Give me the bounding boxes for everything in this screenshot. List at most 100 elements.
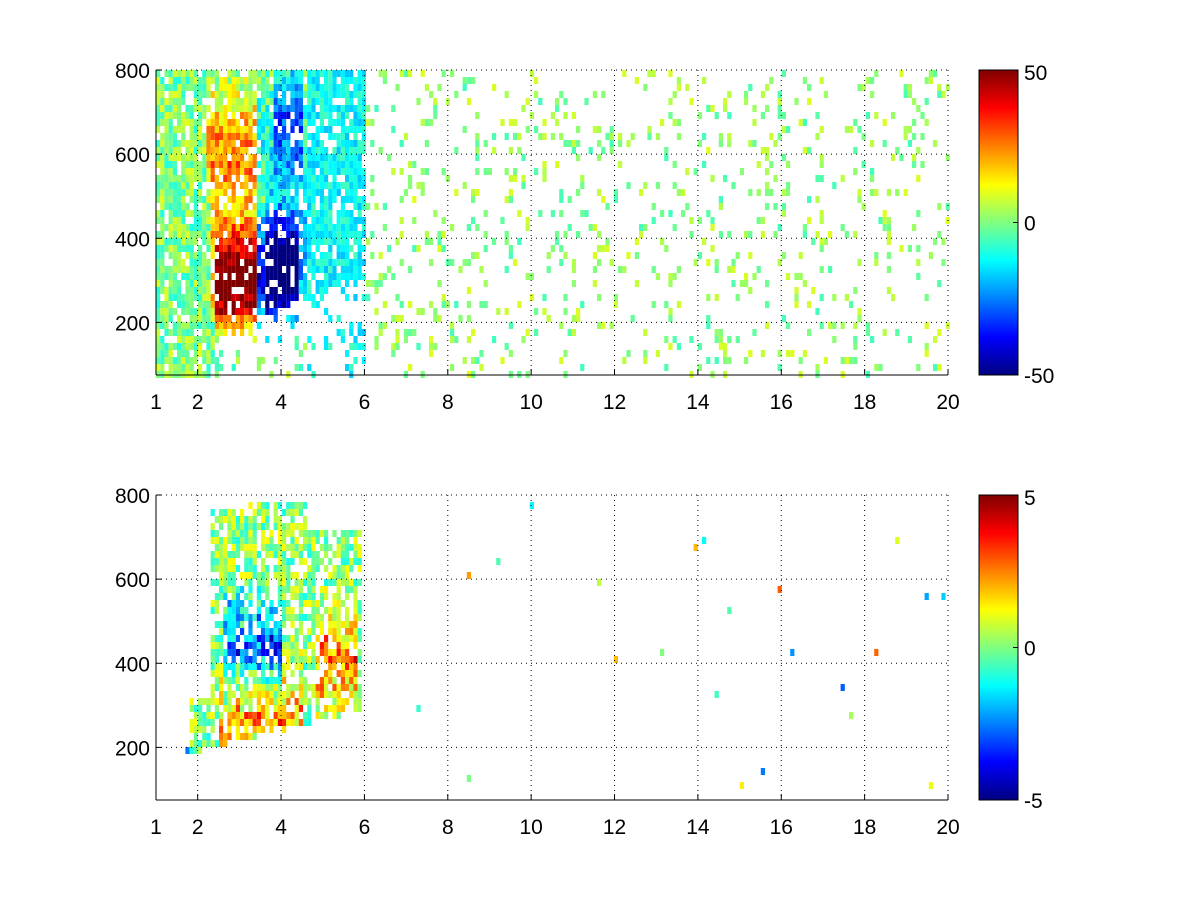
- heatmap-cell: [206, 705, 211, 712]
- heatmap-cell: [265, 684, 270, 691]
- heatmap-cell: [177, 126, 182, 133]
- heatmap-cell: [324, 684, 329, 691]
- heatmap-cell: [240, 203, 245, 210]
- heatmap-cell: [819, 77, 824, 84]
- heatmap-cell: [198, 84, 203, 91]
- heatmap-cell: [319, 161, 324, 168]
- heatmap-cell: [416, 182, 421, 189]
- heatmap-cell: [177, 238, 182, 245]
- heatmap-cell: [802, 350, 807, 357]
- heatmap-cell: [202, 112, 207, 119]
- heatmap-cell: [832, 294, 837, 301]
- heatmap-cell: [315, 635, 320, 642]
- heatmap-cell: [231, 544, 236, 551]
- heatmap-cell: [181, 336, 186, 343]
- heatmap-cell: [912, 98, 917, 105]
- heatmap-cell: [240, 147, 245, 154]
- heatmap-cell: [202, 196, 207, 203]
- heatmap-cell: [269, 600, 274, 607]
- heatmap-cell: [294, 105, 299, 112]
- heatmap-cell: [895, 147, 900, 154]
- heatmap-cell: [739, 782, 744, 789]
- heatmap-cell: [290, 509, 295, 516]
- heatmap-cell: [765, 203, 770, 210]
- heatmap-cell: [760, 217, 765, 224]
- heatmap-cell: [231, 621, 236, 628]
- heatmap-cell: [937, 329, 942, 336]
- heatmap-cell: [240, 600, 245, 607]
- heatmap-cell: [219, 287, 224, 294]
- heatmap-cell: [525, 126, 530, 133]
- heatmap-cell: [244, 161, 249, 168]
- heatmap-cell: [286, 684, 291, 691]
- heatmap-cell: [412, 161, 417, 168]
- heatmap-cell: [361, 357, 366, 364]
- heatmap-cell: [349, 266, 354, 273]
- heatmap-cell: [777, 364, 782, 371]
- heatmap-cell: [261, 126, 266, 133]
- heatmap-cell: [231, 663, 236, 670]
- heatmap-cell: [319, 287, 324, 294]
- heatmap-cell: [819, 322, 824, 329]
- heatmap-cell: [214, 224, 219, 231]
- heatmap-cell: [357, 119, 362, 126]
- heatmap-cell: [315, 698, 320, 705]
- heatmap-cell: [198, 301, 203, 308]
- heatmap-cell: [231, 719, 236, 726]
- heatmap-cell: [248, 210, 253, 217]
- heatmap-cell: [492, 238, 497, 245]
- heatmap-cell: [622, 357, 627, 364]
- heatmap-cell: [319, 175, 324, 182]
- heatmap-cell: [466, 775, 471, 782]
- heatmap-cell: [231, 530, 236, 537]
- heatmap-cell: [357, 217, 362, 224]
- heatmap-cell: [219, 628, 224, 635]
- heatmap-cell: [290, 168, 295, 175]
- heatmap-cell: [681, 210, 686, 217]
- heatmap-cell: [828, 231, 833, 238]
- heatmap-cell: [164, 308, 169, 315]
- heatmap-cell: [206, 322, 211, 329]
- heatmap-cell: [219, 119, 224, 126]
- heatmap-cell: [567, 196, 572, 203]
- heatmap-cell: [240, 217, 245, 224]
- heatmap-cell: [294, 684, 299, 691]
- heatmap-cell: [353, 551, 358, 558]
- heatmap-cell: [349, 322, 354, 329]
- heatmap-cell: [269, 98, 274, 105]
- heatmap-cell: [189, 698, 194, 705]
- heatmap-cell: [311, 154, 316, 161]
- heatmap-cell: [298, 705, 303, 712]
- heatmap-cell: [269, 544, 274, 551]
- heatmap-cell: [265, 523, 270, 530]
- heatmap-cell: [227, 677, 232, 684]
- heatmap-cell: [303, 649, 308, 656]
- heatmap-cell: [445, 259, 450, 266]
- heatmap-cell: [248, 705, 253, 712]
- heatmap-cell: [294, 698, 299, 705]
- heatmap-cell: [277, 537, 282, 544]
- heatmap-cell: [357, 266, 362, 273]
- heatmap-cell: [227, 705, 232, 712]
- heatmap-cell: [256, 600, 261, 607]
- heatmap-cell: [206, 119, 211, 126]
- heatmap-cell: [193, 273, 198, 280]
- heatmap-cell: [336, 705, 341, 712]
- heatmap-cell: [168, 98, 173, 105]
- heatmap-cell: [912, 154, 917, 161]
- heatmap-cell: [248, 663, 253, 670]
- heatmap-cell: [361, 147, 366, 154]
- heatmap-cell: [336, 273, 341, 280]
- heatmap-cell: [668, 112, 673, 119]
- heatmap-cell: [353, 196, 358, 203]
- heatmap-cell: [177, 203, 182, 210]
- heatmap-cell: [185, 210, 190, 217]
- heatmap-cell: [177, 182, 182, 189]
- heatmap-cell: [349, 210, 354, 217]
- heatmap-cell: [336, 280, 341, 287]
- heatmap-cell: [298, 551, 303, 558]
- heatmap-cell: [349, 98, 354, 105]
- heatmap-cell: [340, 558, 345, 565]
- heatmap-cell: [311, 98, 316, 105]
